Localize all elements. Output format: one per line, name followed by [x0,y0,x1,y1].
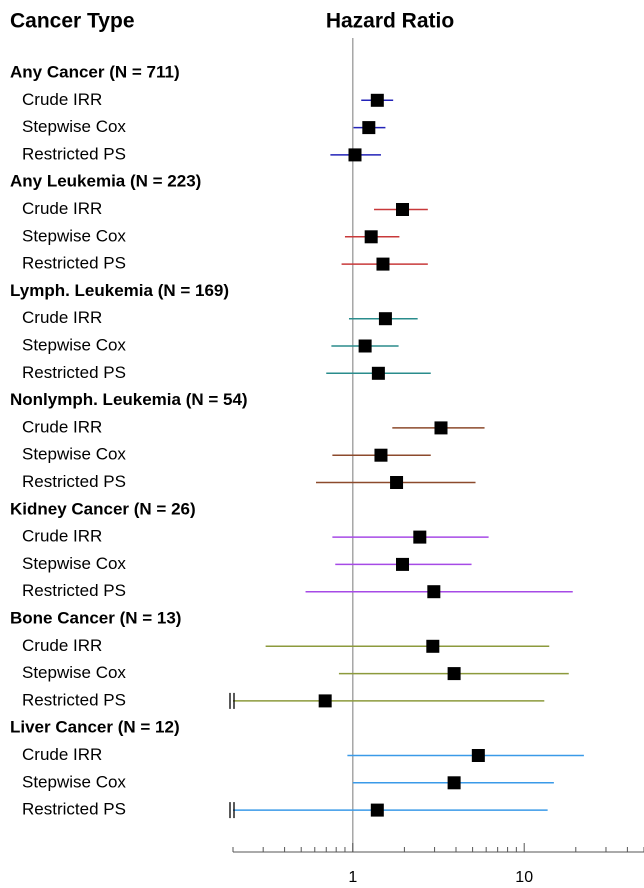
group-label: Any Cancer (N = 711) [10,62,180,81]
row-label: Stepwise Cox [22,117,126,136]
point-estimate [374,448,388,462]
row-label: Crude IRR [22,199,102,218]
row-label: Crude IRR [22,527,102,546]
left-header: Cancer Type [10,10,135,33]
row-label: Crude IRR [22,636,102,655]
row-label: Restricted PS [22,144,126,163]
chart-title: Hazard Ratio [326,10,454,33]
point-estimate [427,585,441,599]
group-label: Nonlymph. Leukemia (N = 54) [10,390,248,409]
row-label: Stepwise Cox [22,554,126,573]
point-estimate [426,639,440,653]
point-estimate [348,148,362,162]
point-estimate [434,421,448,435]
row-label: Crude IRR [22,417,102,436]
point-estimate [447,776,461,790]
group-label: Liver Cancer (N = 12) [10,718,180,737]
point-estimate [370,803,384,817]
row-label: Stepwise Cox [22,772,126,791]
x-tick-label: 10 [515,869,533,886]
row-label: Stepwise Cox [22,663,126,682]
point-estimate [447,667,461,681]
point-estimate [318,694,332,708]
point-estimate [471,749,485,762]
point-estimate [358,339,372,353]
point-estimate [371,366,385,380]
row-label: Restricted PS [22,800,126,819]
point-estimate [378,312,392,326]
row-label: Stepwise Cox [22,445,126,464]
row-label: Restricted PS [22,363,126,382]
row-label: Crude IRR [22,308,102,327]
group-label: Kidney Cancer (N = 26) [10,499,196,518]
point-estimate [396,203,410,216]
row-label: Crude IRR [22,90,102,109]
group-label: Bone Cancer (N = 13) [10,608,181,627]
row-label: Restricted PS [22,254,126,273]
row-label: Restricted PS [22,581,126,600]
point-estimate [396,557,410,571]
x-tick-label: 1 [348,869,357,886]
point-estimate [364,230,378,244]
row-label: Restricted PS [22,690,126,709]
point-estimate [362,121,376,135]
row-label: Stepwise Cox [22,335,126,354]
point-estimate [413,530,427,544]
row-label: Restricted PS [22,472,126,491]
group-label: Any Leukemia (N = 223) [10,172,201,191]
row-label: Stepwise Cox [22,226,126,245]
group-label: Lymph. Leukemia (N = 169) [10,281,229,300]
row-label: Crude IRR [22,745,102,764]
point-estimate [370,93,384,107]
point-estimate [376,257,390,271]
point-estimate [390,476,404,489]
